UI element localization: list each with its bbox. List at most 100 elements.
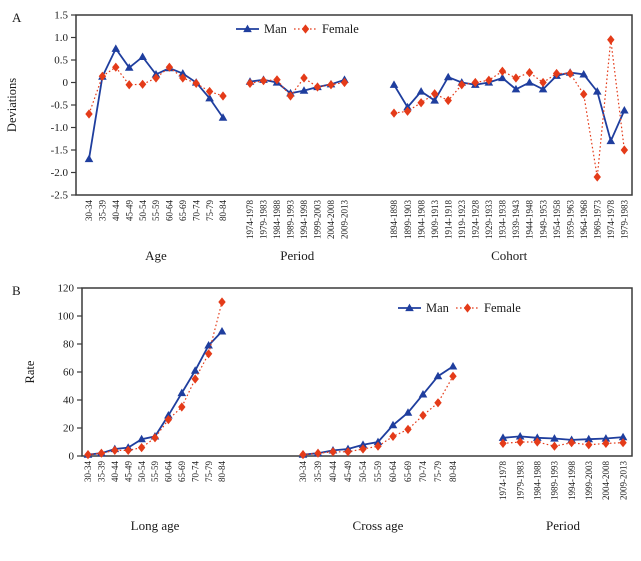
- x-tick-label: 1914-1918: [443, 200, 453, 239]
- x-tick-label: 40-44: [111, 200, 121, 221]
- female-marker-diamond: [340, 77, 349, 88]
- female-marker-diamond: [273, 75, 281, 85]
- y-axis-title: Rate: [23, 360, 37, 383]
- female-marker-diamond: [602, 438, 610, 448]
- female-marker-diamond: [125, 80, 133, 90]
- x-tick-label: 1899-1903: [403, 200, 413, 239]
- female-series-line: [88, 66, 224, 115]
- y-tick-label: 60: [63, 367, 75, 379]
- female-marker-diamond: [313, 82, 322, 92]
- plot-border: [75, 14, 633, 196]
- man-marker-triangle: [299, 86, 309, 94]
- x-tick-label: 55-59: [151, 200, 161, 221]
- man-marker-triangle: [550, 434, 559, 442]
- panel-letter: B: [12, 283, 21, 298]
- man-marker-triangle: [533, 433, 542, 441]
- man-marker-triangle: [498, 433, 508, 441]
- x-tick-label: 45-49: [124, 200, 134, 221]
- x-tick-label: 80-84: [217, 461, 227, 482]
- man-marker-triangle: [137, 434, 146, 443]
- x-axis-group-title: Age: [145, 248, 167, 263]
- female-marker-diamond: [619, 438, 627, 448]
- female-marker-diamond: [164, 415, 173, 425]
- man-marker-triangle: [138, 52, 147, 60]
- x-tick-label: 1979-1983: [259, 200, 269, 239]
- x-tick-label: 75-79: [433, 461, 443, 482]
- x-tick-label: 2009-2013: [618, 461, 628, 500]
- female-series-line: [393, 39, 625, 178]
- female-marker-diamond: [138, 79, 147, 89]
- x-tick-label: 80-84: [448, 461, 458, 482]
- x-tick-label: 2004-2008: [326, 200, 336, 239]
- y-tick-label: -0.5: [51, 100, 69, 112]
- female-series-line: [302, 375, 454, 456]
- y-tick-label: 80: [63, 339, 75, 351]
- female-marker-diamond: [359, 444, 367, 454]
- x-tick-label: 35-39: [313, 461, 323, 482]
- female-marker-diamond: [471, 77, 479, 88]
- man-marker-triangle: [358, 440, 368, 448]
- female-marker-diamond: [552, 68, 561, 79]
- female-marker-diamond: [566, 68, 574, 79]
- y-tick-label: -1.0: [51, 122, 69, 134]
- female-marker-diamond: [485, 75, 493, 85]
- x-tick-label: 1929-1933: [484, 200, 494, 239]
- man-marker-triangle: [448, 362, 458, 370]
- y-tick-label: 1.0: [54, 32, 68, 44]
- man-marker-triangle: [111, 44, 121, 52]
- x-tick-label: 45-49: [123, 461, 133, 482]
- female-marker-diamond: [246, 78, 254, 88]
- female-marker-diamond: [84, 450, 92, 460]
- female-marker-diamond: [499, 438, 507, 448]
- y-axis-title: Deviations: [5, 78, 19, 132]
- x-tick-label: 70-74: [191, 200, 201, 221]
- legend-man-label: Man: [426, 301, 450, 315]
- y-tick-label: 20: [63, 423, 75, 435]
- x-tick-label: 55-59: [150, 461, 160, 482]
- x-tick-label: 1939-1943: [511, 200, 521, 239]
- man-marker-triangle: [178, 69, 188, 77]
- x-tick-label: 1989-1993: [550, 461, 560, 500]
- female-marker-diamond: [390, 108, 398, 118]
- female-marker-diamond: [458, 80, 466, 90]
- female-marker-diamond: [179, 73, 187, 83]
- x-tick-label: 50-54: [138, 200, 148, 221]
- female-marker-diamond: [374, 441, 382, 451]
- man-marker-triangle: [620, 106, 629, 114]
- y-tick-label: 1.5: [54, 10, 68, 22]
- y-tick-label: -2.5: [51, 190, 69, 202]
- female-marker-diamond: [218, 297, 226, 307]
- x-tick-label: 1924-1928: [471, 200, 481, 239]
- x-tick-label: 60-64: [388, 461, 398, 482]
- female-marker-diamond: [404, 424, 412, 434]
- panel-A: A 1.5 1.0 0.5 0 -0.5 -1.0 -1.5 -2.0 -2.5 Deviation…: [5, 10, 633, 263]
- x-tick-label: 2004-2008: [601, 461, 611, 500]
- man-marker-triangle: [205, 93, 214, 102]
- x-tick-label: 40-44: [328, 461, 338, 482]
- man-marker-triangle: [190, 366, 200, 374]
- x-tick-label: 1999-2003: [313, 200, 323, 239]
- man-marker-triangle: [416, 87, 426, 95]
- female-marker-diamond: [152, 73, 160, 83]
- man-series-line: [88, 46, 224, 160]
- x-tick-label: 1909-1913: [430, 200, 440, 239]
- female-marker-diamond: [444, 95, 452, 106]
- female-marker-diamond: [430, 89, 439, 99]
- man-marker-triangle: [601, 434, 611, 442]
- man-marker-triangle: [606, 136, 616, 145]
- man-marker-triangle: [84, 154, 94, 163]
- legend-man-label: Man: [264, 22, 288, 36]
- x-tick-label: 1994-1998: [299, 200, 309, 239]
- x-tick-label: 30-34: [298, 461, 308, 482]
- female-marker-diamond: [419, 410, 427, 420]
- female-marker-diamond: [498, 66, 507, 76]
- female-marker-diamond: [585, 440, 593, 450]
- female-marker-diamond: [417, 98, 425, 108]
- man-marker-triangle: [592, 87, 602, 95]
- x-tick-label: 1894-1898: [389, 200, 399, 239]
- x-tick-label: 35-39: [98, 200, 108, 221]
- x-tick-label: 60-64: [165, 200, 175, 221]
- female-marker-diamond: [403, 106, 412, 116]
- man-marker-triangle: [511, 84, 521, 93]
